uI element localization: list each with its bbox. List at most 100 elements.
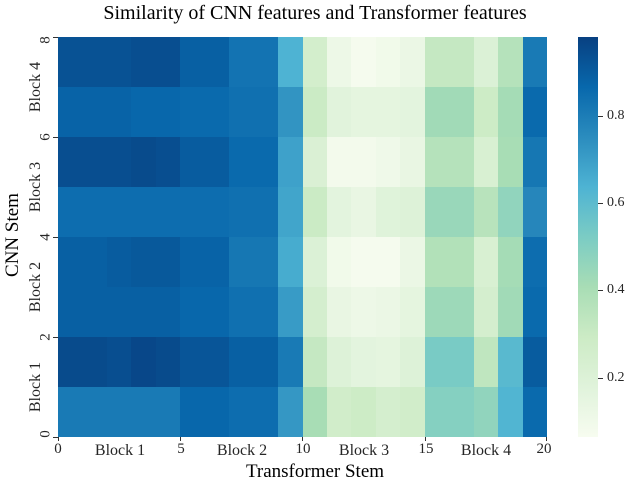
heatmap-cell-y5-x14 [400,137,425,187]
y-tick-mark-8 [53,37,58,38]
heatmap-cell-y2-x8 [253,287,279,337]
heatmap-cell-y7-x13 [375,37,401,87]
heatmap-cell-y3-x5 [180,237,205,287]
heatmap-cell-y3-x9 [278,237,303,287]
heatmap-cell-y6-x19 [522,87,547,137]
y-block-label-3: Block 3 [27,161,44,213]
heatmap-cell-y2-x14 [400,287,425,337]
heatmap-cell-y5-x9 [278,137,303,187]
heatmap-cell-y4-x10 [302,187,327,237]
heatmap-cell-y2-x12 [351,287,376,337]
heatmap-cell-y0-x19 [522,387,547,437]
colorbar-tick-mark-0.4 [598,290,603,291]
heatmap-cell-y7-x7 [229,37,254,87]
heatmap-cell-y2-x15 [424,287,450,337]
heatmap-cell-y0-x18 [498,387,523,437]
heatmap-cell-y7-x14 [400,37,425,87]
heatmap-cell-y3-x4 [155,237,181,287]
heatmap-cell-y5-x10 [302,137,327,187]
heatmap-cell-y6-x12 [351,87,376,137]
x-block-label-3: Block 3 [338,442,390,459]
heatmap-cell-y3-x14 [400,237,425,287]
heatmap-cell-y4-x14 [400,187,425,237]
heatmap-cell-y1-x6 [204,337,230,387]
heatmap-cell-y3-x12 [351,237,376,287]
heatmap-cell-y0-x6 [204,387,230,437]
heatmap-cell-y3-x10 [302,237,327,287]
heatmap-cell-y0-x15 [424,387,450,437]
x-block-label-4: Block 4 [460,442,512,459]
heatmap-cell-y4-x4 [155,187,181,237]
heatmap-cell-y5-x1 [82,137,107,187]
heatmap-cell-y3-x3 [131,237,156,287]
heatmap-cell-y1-x9 [278,337,303,387]
heatmap-cell-y7-x8 [253,37,279,87]
y-tick-mark-2 [53,337,58,338]
heatmap-cell-y0-x12 [351,387,376,437]
heatmap-cell-y3-x16 [449,237,474,287]
heatmap-cell-y2-x17 [473,287,499,337]
heatmap-cell-y1-x16 [449,337,474,387]
heatmap-cell-y5-x16 [449,137,474,187]
x-block-label-1: Block 1 [94,442,146,459]
heatmap-cell-y6-x1 [82,87,107,137]
heatmap-cell-y7-x19 [522,37,547,87]
heatmap-cell-y0-x3 [131,387,156,437]
x-tick-mark-10 [302,437,303,441]
heatmap-cell-y1-x19 [522,337,547,387]
heatmap-cell-y2-x0 [58,287,83,337]
heatmap-cell-y2-x18 [498,287,523,337]
heatmap-cell-y2-x6 [204,287,230,337]
heatmap-cell-y1-x7 [229,337,254,387]
heatmap-cell-y6-x0 [58,87,83,137]
heatmap-cell-y1-x8 [253,337,279,387]
colorbar-tick-mark-0.8 [598,116,603,117]
heatmap-cell-y3-x13 [375,237,401,287]
heatmap-cell-y7-x9 [278,37,303,87]
heatmap-cell-y7-x17 [473,37,499,87]
heatmap-cell-y0-x14 [400,387,425,437]
heatmap-cell-y3-x19 [522,237,547,287]
heatmap-cell-y6-x4 [155,87,181,137]
heatmap-cell-y0-x13 [375,387,401,437]
heatmap-cell-y3-x15 [424,237,450,287]
heatmap-cell-y4-x7 [229,187,254,237]
heatmap-cell-y0-x11 [326,387,352,437]
heatmap-cell-y4-x8 [253,187,279,237]
heatmap-cell-y1-x2 [106,337,132,387]
heatmap-cell-y6-x7 [229,87,254,137]
heatmap-cell-y7-x3 [131,37,156,87]
heatmap-cell-y6-x17 [473,87,499,137]
y-tick-label-8: 8 [37,36,54,44]
heatmap-cell-y7-x5 [180,37,205,87]
heatmap-cell-y7-x1 [82,37,107,87]
colorbar-tick-mark-0.6 [598,203,603,204]
heatmap-cell-y6-x3 [131,87,156,137]
heatmap-cell-y7-x18 [498,37,523,87]
heatmap-cell-y6-x5 [180,87,205,137]
heatmap-cell-y3-x7 [229,237,254,287]
heatmap-cell-y2-x3 [131,287,156,337]
heatmap-cell-y4-x2 [106,187,132,237]
heatmap-cell-y1-x5 [180,337,205,387]
y-block-label-1: Block 1 [27,361,44,413]
heatmap-cell-y2-x4 [155,287,181,337]
heatmap-cell-y0-x5 [180,387,205,437]
y-tick-label-4: 4 [37,233,54,241]
y-block-label-4: Block 4 [27,61,44,113]
heatmap-cell-y5-x4 [155,137,181,187]
heatmap-cell-y4-x19 [522,187,547,237]
heatmap-cell-y4-x0 [58,187,83,237]
heatmap-cell-y2-x7 [229,287,254,337]
heatmap-cell-y6-x6 [204,87,230,137]
heatmap-cell-y2-x13 [375,287,401,337]
x-axis-label: Transformer Stem [245,461,385,482]
heatmap-cell-y1-x0 [58,337,83,387]
heatmap-cell-y0-x9 [278,387,303,437]
heatmap-cell-y0-x17 [473,387,499,437]
heatmap-cell-y3-x8 [253,237,279,287]
heatmap-cell-y5-x12 [351,137,376,187]
heatmap-cell-y5-x5 [180,137,205,187]
heatmap-cell-y3-x2 [106,237,132,287]
